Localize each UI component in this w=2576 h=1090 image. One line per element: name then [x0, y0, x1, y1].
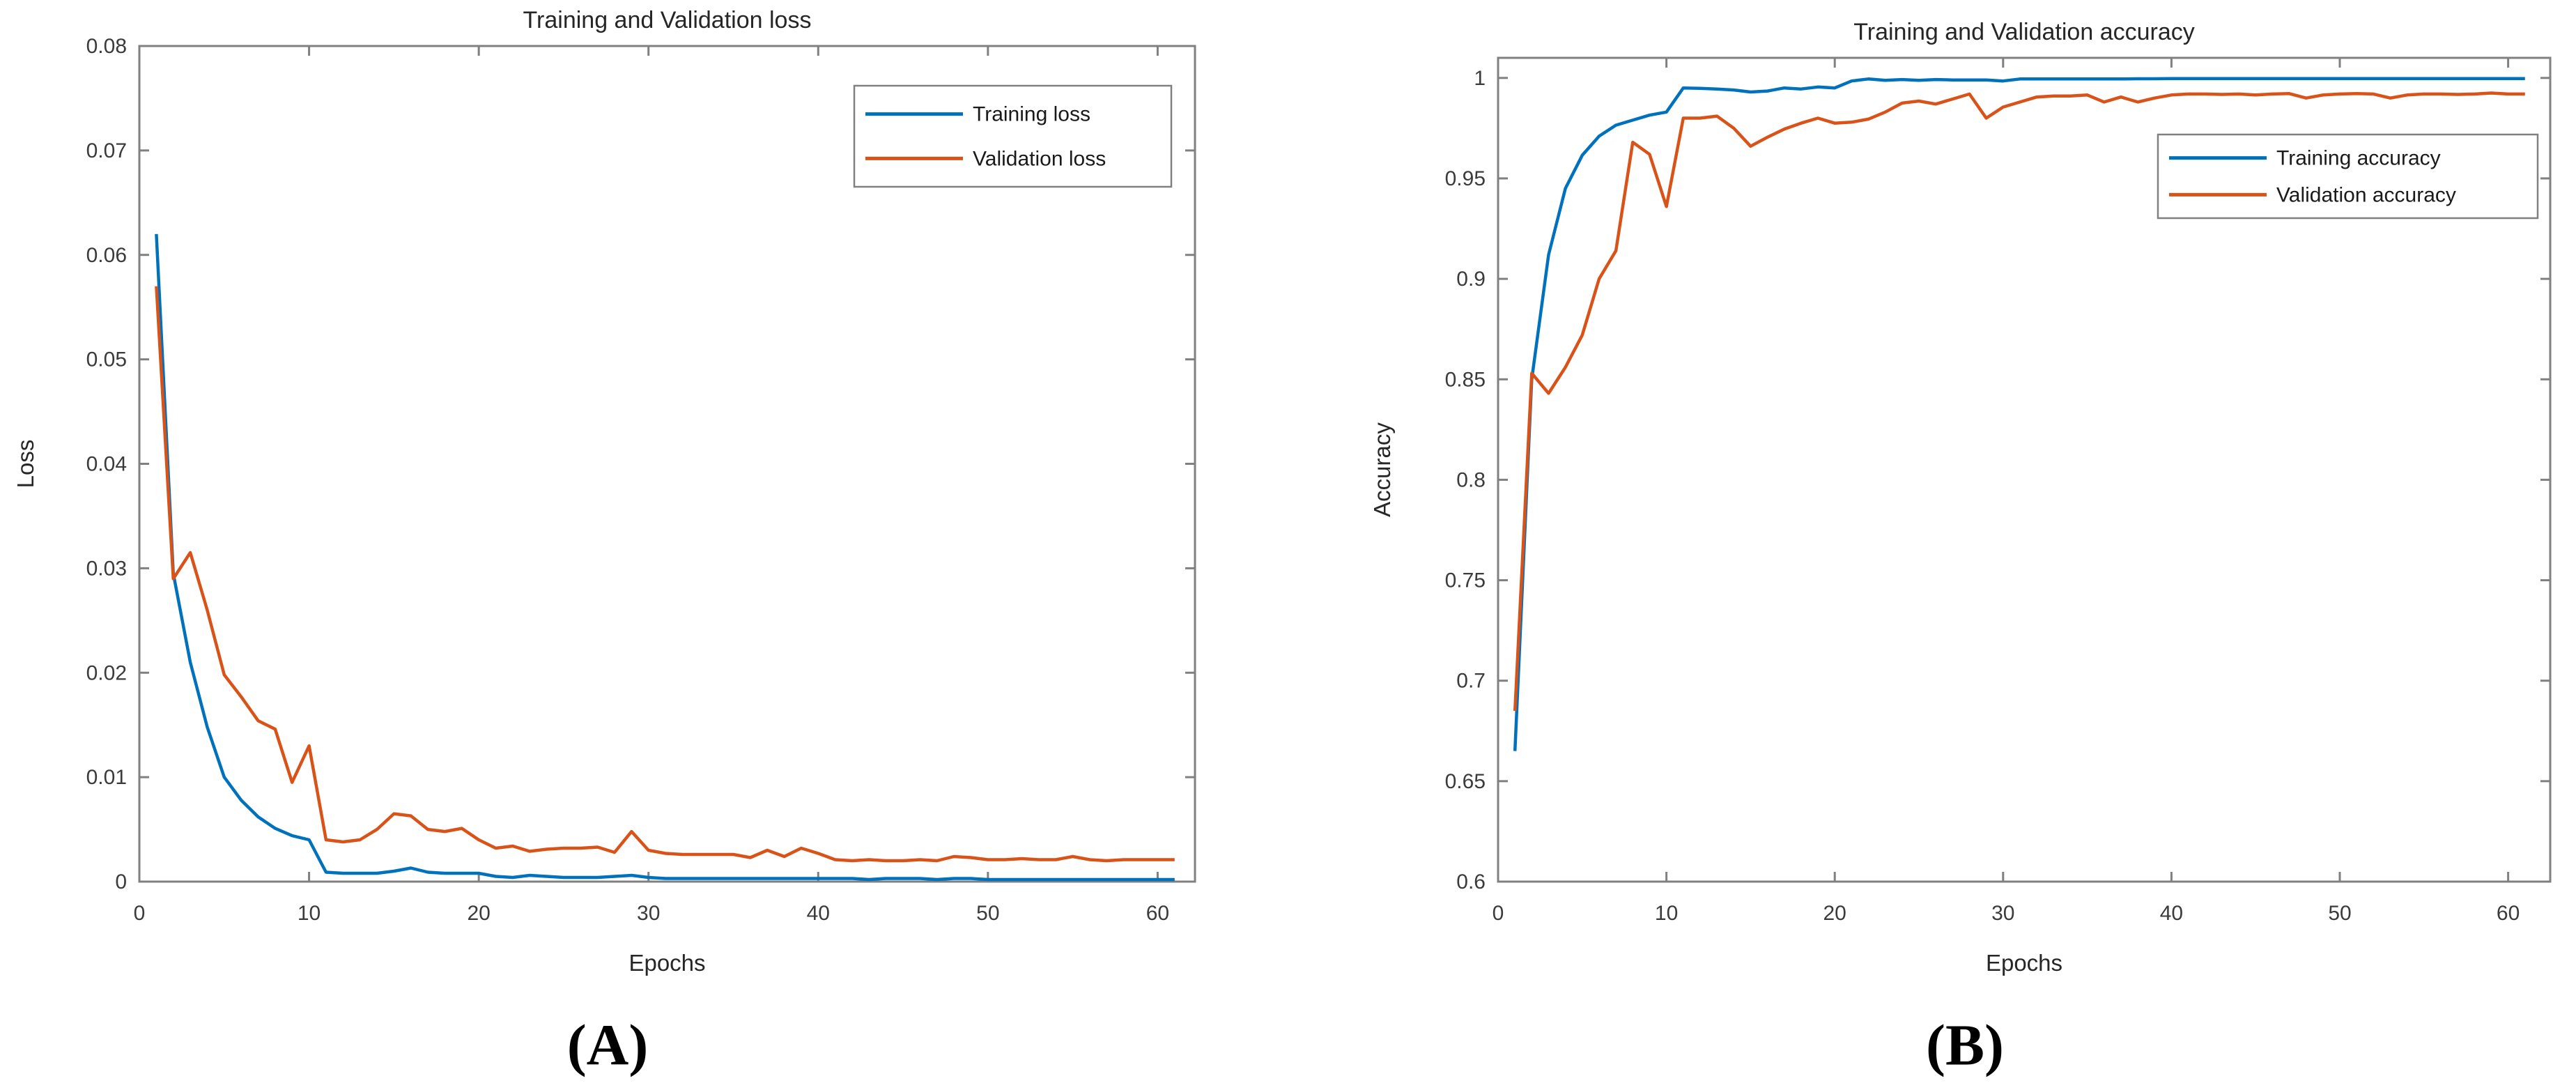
chart-title: Training and Validation loss — [523, 7, 812, 33]
x-tick-label: 20 — [1823, 902, 1846, 925]
y-tick-label: 0.01 — [86, 766, 127, 789]
y-tick-label: 0.85 — [1445, 368, 1486, 391]
y-tick-label: 0.02 — [86, 661, 127, 684]
training-accuracy-line — [1513, 77, 2525, 751]
x-axis-label: Epochs — [628, 950, 705, 976]
y-tick-label: 0.6 — [1456, 870, 1486, 893]
x-tick-label: 40 — [2160, 902, 2183, 925]
y-tick-label: 0.03 — [86, 557, 127, 580]
legend: Training loss Validation loss — [853, 84, 1173, 188]
x-tick-label: 30 — [637, 902, 660, 925]
y-tick-label: 0 — [115, 870, 127, 893]
x-tick-label: 0 — [1493, 902, 1504, 925]
y-tick-label: 1 — [1474, 67, 1486, 90]
legend: Training accuracy Validation accuracy — [2157, 133, 2539, 220]
y-tick-label: 0.08 — [86, 35, 127, 58]
legend-box — [2157, 133, 2539, 220]
y-tick-label: 0.9 — [1456, 268, 1486, 291]
legend-box — [853, 84, 1173, 188]
y-tick-label: 0.75 — [1445, 569, 1486, 592]
validation-accuracy-line — [1513, 91, 2525, 712]
subfigure-caption-b: (B) — [1926, 1013, 2004, 1078]
x-tick-label: 0 — [134, 902, 146, 925]
x-tick-label: 50 — [976, 902, 999, 925]
chart-title: Training and Validation accuracy — [1853, 19, 2195, 45]
legend-label: Training accuracy — [2276, 147, 2441, 170]
x-tick-label: 60 — [2497, 902, 2520, 925]
x-tick-label: 20 — [467, 902, 490, 925]
y-tick-label: 0.8 — [1456, 468, 1486, 491]
y-axis: 0.6 0.65 0.7 0.75 0.8 0.85 0.9 0.95 1 — [1445, 67, 2550, 893]
subfigure-caption-a: (A) — [566, 1013, 649, 1078]
y-axis-label: Accuracy — [1369, 422, 1395, 517]
y-tick-label: 0.65 — [1445, 770, 1486, 793]
y-axis: 0 0.01 0.02 0.03 0.04 0.05 0.06 0.07 0.08 — [86, 35, 1195, 893]
x-axis: 0 10 20 30 40 50 60 — [1493, 58, 2520, 925]
y-tick-label: 0.07 — [86, 139, 127, 162]
x-axis-label: Epochs — [1986, 950, 2062, 976]
legend-label: Training loss — [973, 103, 1090, 126]
x-tick-label: 10 — [298, 902, 321, 925]
accuracy-chart: 0 10 20 30 40 50 60 0.6 0.65 0.7 0.75 0.8 0.85 0.9 0.9… — [1369, 19, 2552, 976]
x-tick-label: 60 — [1146, 902, 1169, 925]
x-tick-label: 10 — [1655, 902, 1678, 925]
y-tick-label: 0.04 — [86, 453, 127, 476]
training-loss-line — [155, 233, 1175, 882]
x-axis: 0 10 20 30 40 50 60 — [134, 46, 1169, 925]
validation-loss-line — [155, 286, 1175, 863]
y-axis-label: Loss — [13, 440, 38, 489]
legend-label: Validation loss — [973, 147, 1106, 170]
loss-chart: 0 10 20 30 40 50 60 0 0.01 0.02 0.03 0.04 0.05 0.06 0.… — [13, 7, 1196, 976]
y-tick-label: 0.06 — [86, 244, 127, 267]
legend-label: Validation accuracy — [2276, 183, 2456, 206]
axes-box — [1497, 56, 2552, 883]
x-tick-label: 30 — [1991, 902, 2014, 925]
x-tick-label: 40 — [807, 902, 830, 925]
y-tick-label: 0.95 — [1445, 167, 1486, 190]
x-tick-label: 50 — [2328, 902, 2351, 925]
y-tick-label: 0.05 — [86, 348, 127, 371]
y-tick-label: 0.7 — [1456, 670, 1486, 693]
